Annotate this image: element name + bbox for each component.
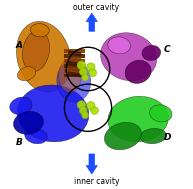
Polygon shape xyxy=(64,69,85,73)
Ellipse shape xyxy=(108,96,168,142)
Text: A: A xyxy=(15,41,23,50)
Ellipse shape xyxy=(142,45,161,60)
Polygon shape xyxy=(64,49,85,53)
Polygon shape xyxy=(64,59,85,63)
Text: C: C xyxy=(164,45,171,54)
FancyArrowPatch shape xyxy=(86,13,97,31)
Polygon shape xyxy=(64,54,85,58)
Ellipse shape xyxy=(17,85,89,142)
Polygon shape xyxy=(64,74,85,77)
Ellipse shape xyxy=(87,63,95,71)
Ellipse shape xyxy=(57,60,91,102)
Text: outer cavity: outer cavity xyxy=(74,3,119,12)
Polygon shape xyxy=(68,61,81,67)
Ellipse shape xyxy=(82,112,89,119)
Ellipse shape xyxy=(14,111,43,134)
Text: D: D xyxy=(164,132,171,142)
Ellipse shape xyxy=(10,97,32,115)
Ellipse shape xyxy=(16,21,71,92)
Ellipse shape xyxy=(140,129,166,144)
Polygon shape xyxy=(68,56,81,62)
Polygon shape xyxy=(68,71,81,77)
Ellipse shape xyxy=(25,128,47,144)
Polygon shape xyxy=(68,66,81,72)
Ellipse shape xyxy=(87,102,95,110)
Ellipse shape xyxy=(80,68,87,76)
Ellipse shape xyxy=(150,105,172,122)
Ellipse shape xyxy=(59,59,81,93)
Ellipse shape xyxy=(101,33,157,81)
Ellipse shape xyxy=(82,74,89,81)
Ellipse shape xyxy=(108,37,130,54)
Ellipse shape xyxy=(77,61,85,69)
Ellipse shape xyxy=(77,101,85,109)
Ellipse shape xyxy=(80,107,87,114)
Polygon shape xyxy=(64,64,85,68)
Ellipse shape xyxy=(104,122,141,150)
FancyArrowPatch shape xyxy=(86,154,97,174)
Ellipse shape xyxy=(17,67,36,81)
Text: B: B xyxy=(16,138,22,147)
Ellipse shape xyxy=(89,69,96,77)
Ellipse shape xyxy=(125,60,151,83)
Ellipse shape xyxy=(91,107,98,114)
Polygon shape xyxy=(68,50,81,56)
Ellipse shape xyxy=(23,30,50,72)
Text: inner cavity: inner cavity xyxy=(74,177,119,186)
Ellipse shape xyxy=(30,24,49,37)
